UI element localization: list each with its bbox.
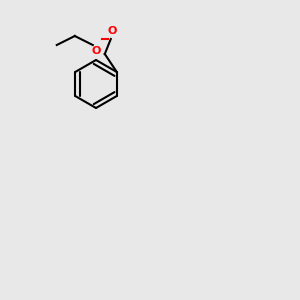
Text: O: O — [91, 46, 101, 56]
Text: O: O — [108, 26, 117, 36]
